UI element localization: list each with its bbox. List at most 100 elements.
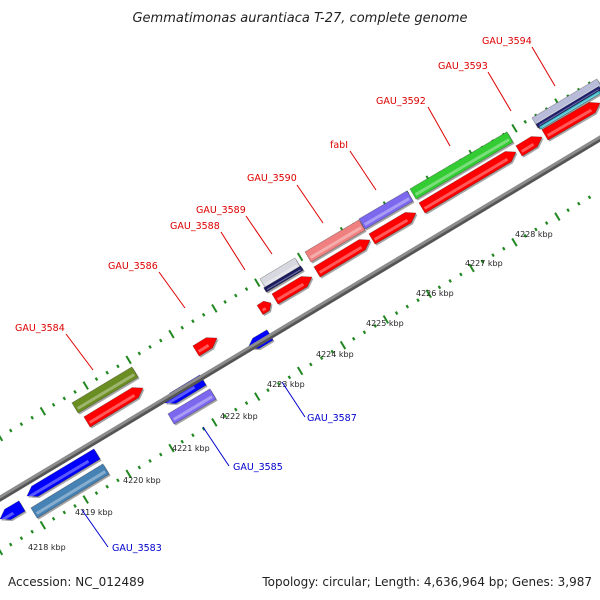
feature-body [304, 219, 366, 263]
forward-leader-line [245, 215, 273, 255]
track-dot [8, 428, 13, 433]
summary-text: Topology: circular; Length: 4,636,964 bp… [261, 575, 592, 589]
track-dot [137, 465, 142, 470]
feature-highlight [28, 459, 90, 498]
track-dot [394, 311, 399, 315]
cds-gau-3589 [271, 276, 314, 306]
forward-leader-line [427, 106, 451, 147]
track-dot [468, 263, 475, 273]
track-dot [30, 415, 34, 420]
reverse-leader-line [281, 381, 306, 418]
track-dot [159, 338, 163, 343]
track-dot [254, 278, 261, 288]
track-dot [362, 330, 367, 335]
feature-gau-3589-dark [263, 265, 305, 294]
feature-body [30, 463, 110, 519]
reverse-gene-label: GAU_3583 [112, 543, 162, 554]
track-dot [191, 433, 195, 438]
tick-label: 4223 kbp [267, 380, 305, 389]
feature-gau-3583 [30, 463, 111, 520]
tick-label: 4222 kbp [220, 412, 258, 421]
feature-body [192, 337, 218, 357]
tick-label: 4225 kbp [366, 319, 404, 328]
track-dot [211, 304, 218, 313]
tick-label: 4224 kbp [316, 350, 354, 359]
feature-highlight [88, 393, 136, 424]
track-dot [276, 381, 281, 386]
track-dot [373, 323, 377, 328]
track-dot [544, 221, 549, 225]
feature-highlight [414, 138, 510, 196]
track-dot [148, 345, 152, 349]
forward-leader-line [349, 150, 377, 191]
feature-gau-3584 [71, 366, 140, 415]
track-dot [296, 252, 304, 262]
track-dot [523, 233, 527, 238]
reverse-gene-label: GAU_3585 [233, 462, 283, 473]
track-dot [30, 529, 34, 534]
track-dot [62, 510, 67, 515]
forward-leader-line [296, 184, 324, 224]
forward-gene-label: GAU_3584 [15, 323, 65, 334]
forward-leader-line [487, 71, 512, 112]
cds-gau-3594 [541, 102, 600, 142]
forward-gene-label: GAU_3594 [482, 36, 532, 47]
feature-highlight [172, 395, 213, 421]
track-dot [82, 495, 89, 504]
track-dot [234, 407, 238, 412]
feature-highlight [35, 470, 107, 515]
reverse-leader-line [202, 426, 230, 467]
feature-highlight [76, 373, 135, 410]
gene-labels: GAU_3584 GAU_3586 GAU_3588 GAU_3589 GAU_3590… [15, 36, 556, 554]
track-dot [125, 469, 132, 479]
map-title: Gemmatimonas aurantiaca T-27, complete g… [132, 11, 467, 26]
feature-highlight [363, 197, 410, 226]
tick-label: 4228 kbp [515, 230, 553, 239]
track-dot [168, 443, 175, 453]
feature-body [358, 190, 414, 230]
forward-leader-line [65, 333, 94, 371]
track-dot [491, 253, 495, 258]
track-dot [191, 319, 195, 324]
backbone-line [0, 135, 600, 499]
track-dot [405, 304, 410, 309]
feature-highlight [538, 89, 599, 126]
forward-leader-line [220, 231, 246, 271]
forward-leader-line [158, 271, 186, 309]
track-dot [382, 315, 390, 324]
track-dot [180, 439, 184, 444]
forward-gene-label: GAU_3588 [170, 221, 220, 232]
feature-gau-3590 [304, 219, 367, 264]
feature-highlight [373, 218, 409, 241]
track-dot [577, 201, 581, 206]
feature-body [0, 500, 26, 520]
feature-body [368, 212, 417, 245]
track-dot [339, 340, 347, 350]
cds-fabi [368, 212, 418, 246]
track-dot [168, 329, 175, 339]
tick-label: 4220 kbp [123, 476, 161, 485]
track-dot [309, 362, 313, 367]
track-dot [211, 418, 218, 427]
track-dot [287, 375, 292, 380]
forward-gene-label: GAU_3589 [196, 205, 246, 216]
track-dot [94, 491, 99, 496]
feature-highlight [546, 108, 593, 137]
track-dot [244, 287, 249, 292]
track-dot [566, 208, 570, 213]
backbone-shadow [0, 136, 600, 502]
feature-body [271, 276, 313, 305]
forward-gene-label: GAU_3593 [438, 61, 488, 72]
track-dot [180, 325, 184, 330]
cds-gau-3582 [0, 500, 27, 522]
cds-gau-3584 [83, 387, 145, 429]
genome-backbone [0, 135, 600, 502]
cds-gau-3586 [192, 337, 219, 358]
tick-labels: 4218 kbp 4219 kbp 4220 kbp 4221 kbp 4222 kbp… [28, 230, 553, 552]
tick-label: 4226 kbp [416, 289, 454, 298]
feature-body [313, 239, 371, 278]
feature-highlight [197, 344, 210, 353]
tick-label: 4219 kbp [75, 508, 113, 517]
track-dot [437, 285, 442, 290]
feature-highlight [309, 226, 362, 259]
